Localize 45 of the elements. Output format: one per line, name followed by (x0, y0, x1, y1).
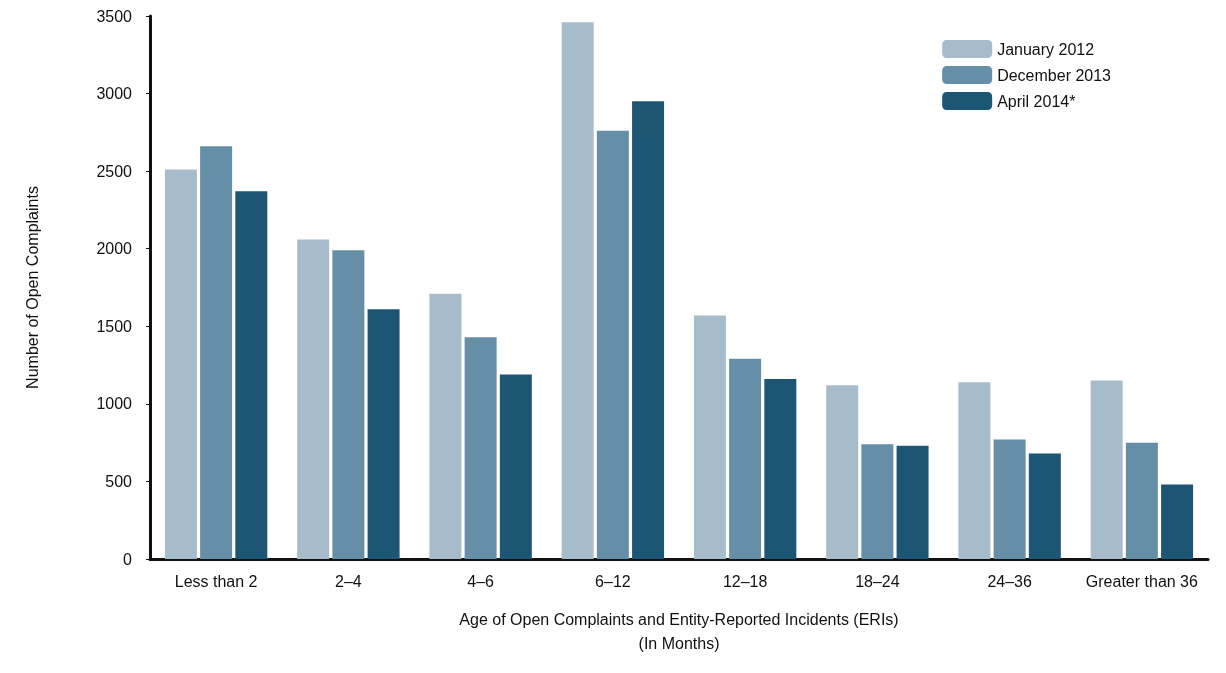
legend-label: December 2013 (997, 66, 1112, 84)
bar (596, 130, 629, 559)
bar (764, 379, 797, 559)
bar (561, 22, 594, 559)
bar (861, 444, 894, 559)
bar (1125, 442, 1158, 559)
bar (235, 191, 268, 559)
y-tick-label: 1500 (96, 317, 133, 335)
bar (632, 101, 665, 559)
x-tick-label: Greater than 36 (1085, 572, 1199, 590)
x-tick-label: 4–6 (467, 572, 495, 590)
y-tick-label: 2000 (96, 240, 133, 258)
y-tick-label: 3000 (96, 85, 133, 103)
y-tick-label: 3500 (96, 7, 133, 25)
bar (429, 293, 462, 559)
bar (332, 250, 365, 559)
y-axis-title: Number of Open Complaints (23, 186, 41, 389)
legend-label: April 2014* (997, 92, 1076, 110)
bar (896, 445, 929, 559)
bar (464, 337, 497, 559)
bar (164, 169, 197, 559)
x-tick-label: 18–24 (855, 572, 900, 590)
bar (1161, 484, 1194, 559)
x-tick-label: 24–36 (987, 572, 1032, 590)
x-axis-title: Age of Open Complaints and Entity-Reported Incidents (ERIs) (In Months) (459, 610, 899, 652)
bar (729, 358, 762, 559)
bar (826, 385, 859, 559)
x-tick-label: 6–12 (595, 572, 631, 590)
bar (367, 309, 400, 559)
y-tick-label: 2500 (96, 162, 133, 180)
bar (200, 146, 233, 559)
bar (1090, 380, 1123, 559)
bar (1028, 453, 1061, 559)
y-tick-label: 500 (105, 472, 133, 490)
bar (297, 239, 330, 559)
bar (993, 439, 1026, 559)
legend-label: January 2012 (997, 40, 1095, 58)
x-tick-label: 12–18 (722, 572, 768, 590)
bar (693, 315, 726, 559)
bar (499, 374, 532, 559)
y-tick-label: 1000 (96, 395, 133, 413)
x-tick-label: Less than 2 (174, 572, 258, 590)
bar (958, 382, 991, 559)
x-tick-label: 2–4 (335, 572, 362, 590)
y-tick-label: 0 (123, 550, 133, 568)
